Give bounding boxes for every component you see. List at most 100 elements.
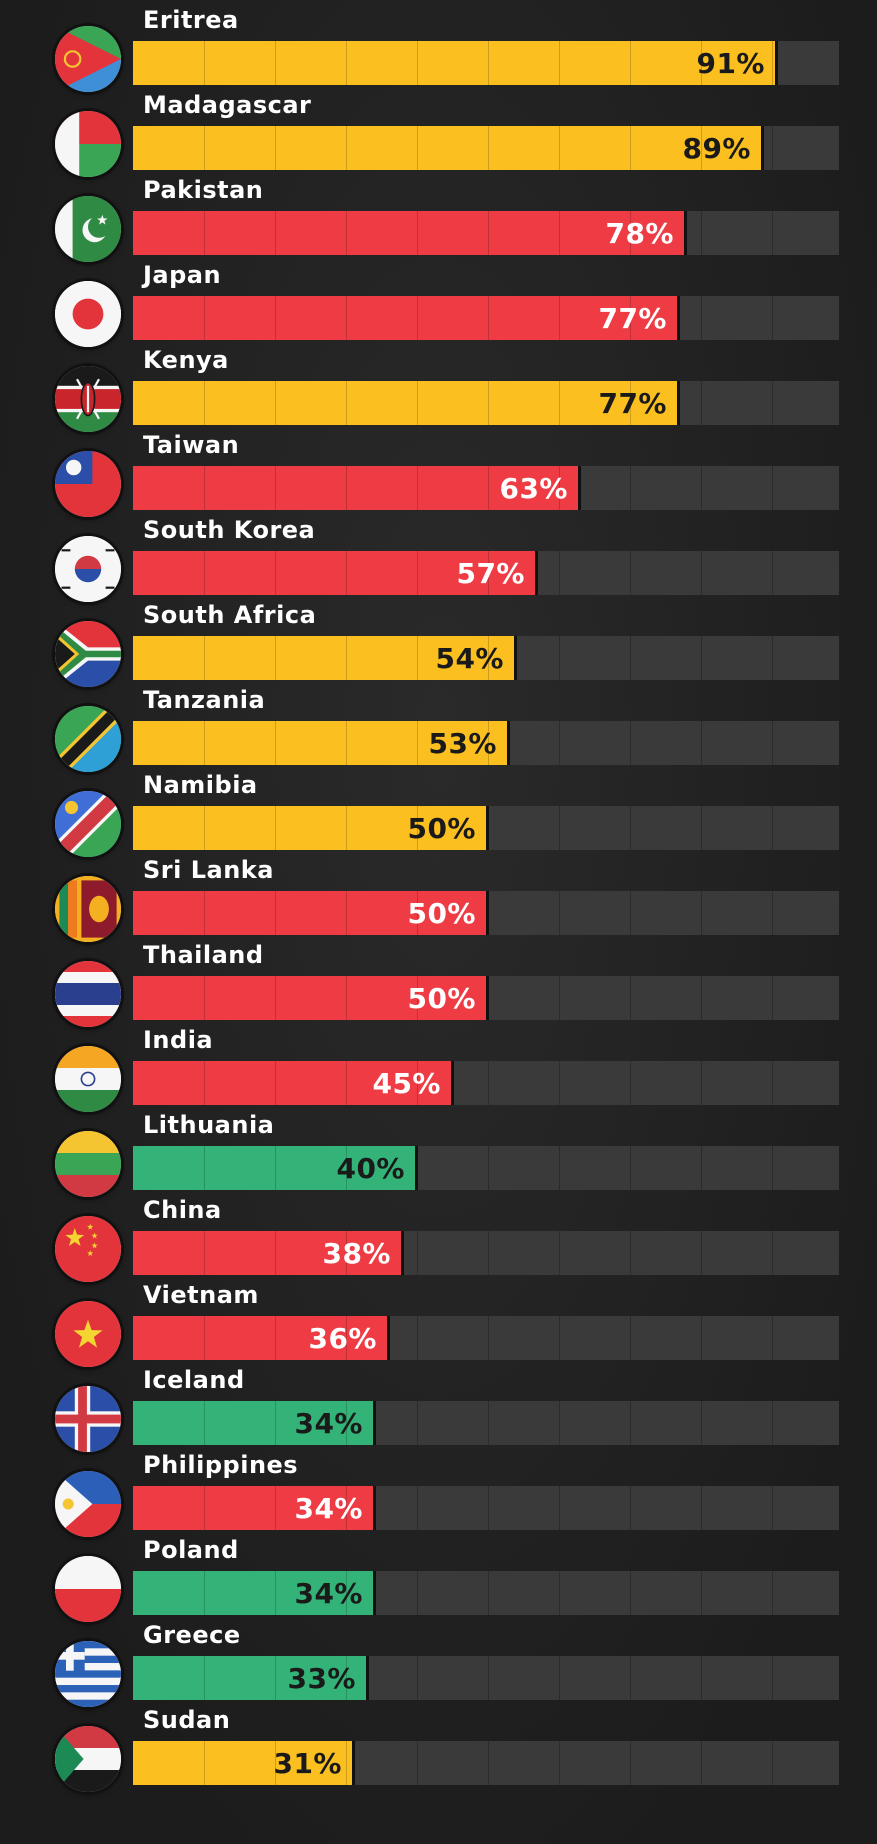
gridline <box>559 1231 560 1275</box>
bar: 77% <box>133 381 677 425</box>
gridline <box>701 1061 702 1105</box>
gridline <box>630 1061 631 1105</box>
bar-track: 50% <box>133 891 839 935</box>
gridline <box>346 1486 347 1530</box>
gridline <box>275 381 276 425</box>
bar-row: Philippines 34% <box>0 1445 877 1537</box>
bar: 34% <box>133 1486 373 1530</box>
bar-track: 77% <box>133 296 839 340</box>
japan-flag-icon <box>55 281 121 347</box>
category-label: South Africa <box>143 601 317 629</box>
gridline <box>275 296 276 340</box>
gridline <box>630 891 631 935</box>
gridline <box>204 1401 205 1445</box>
gridline <box>559 891 560 935</box>
gridline <box>417 296 418 340</box>
bar: 57% <box>133 551 535 595</box>
gridline <box>204 891 205 935</box>
sudan-flag-icon <box>55 1726 121 1792</box>
gridline <box>417 381 418 425</box>
pakistan-flag-icon <box>55 196 121 262</box>
category-label: Namibia <box>143 771 258 799</box>
gridline <box>417 551 418 595</box>
gridline <box>772 296 773 340</box>
bar: 50% <box>133 891 486 935</box>
category-label: Thailand <box>143 941 264 969</box>
category-label: Lithuania <box>143 1111 275 1139</box>
south-africa-flag-icon <box>55 621 121 687</box>
bar-track: 40% <box>133 1146 839 1190</box>
gridline <box>346 1146 347 1190</box>
gridline <box>204 976 205 1020</box>
gridline <box>772 1231 773 1275</box>
gridline <box>772 211 773 255</box>
bar-row: Greece 33% <box>0 1615 877 1707</box>
bar-row: Pakistan 78% <box>0 170 877 262</box>
gridline <box>701 1656 702 1700</box>
gridline <box>701 1741 702 1785</box>
bar: 63% <box>133 466 578 510</box>
gridline <box>559 1316 560 1360</box>
category-label: Sri Lanka <box>143 856 274 884</box>
category-label: Poland <box>143 1536 239 1564</box>
gridline <box>630 1486 631 1530</box>
gridline <box>701 721 702 765</box>
bar-row: South Korea 57% <box>0 510 877 602</box>
bar-row: Sri Lanka 50% <box>0 850 877 942</box>
bar: 89% <box>133 126 761 170</box>
bar-row: China 38% <box>0 1190 877 1282</box>
gridline <box>204 1486 205 1530</box>
gridline <box>701 891 702 935</box>
bar-track: 63% <box>133 466 839 510</box>
gridline <box>275 636 276 680</box>
gridline <box>417 1061 418 1105</box>
gridline <box>630 1146 631 1190</box>
gridline <box>346 296 347 340</box>
gridline <box>346 1656 347 1700</box>
gridline <box>701 466 702 510</box>
gridline <box>346 211 347 255</box>
gridline <box>559 381 560 425</box>
gridline <box>204 1231 205 1275</box>
gridline <box>488 636 489 680</box>
gridline <box>701 1146 702 1190</box>
bar-row: Sudan 31% <box>0 1700 877 1792</box>
gridline <box>275 1231 276 1275</box>
gridline <box>488 976 489 1020</box>
gridline <box>488 211 489 255</box>
gridline <box>275 1656 276 1700</box>
gridline <box>204 126 205 170</box>
gridline <box>346 1401 347 1445</box>
bar-row: Kenya 77% <box>0 340 877 432</box>
bar-row: Namibia 50% <box>0 765 877 857</box>
category-label: Eritrea <box>143 6 239 34</box>
thailand-flag-icon <box>55 961 121 1027</box>
gridline <box>559 721 560 765</box>
gridline <box>488 1741 489 1785</box>
bar: 54% <box>133 636 514 680</box>
gridline <box>559 636 560 680</box>
bar: 78% <box>133 211 684 255</box>
gridline <box>559 1401 560 1445</box>
gridline <box>346 721 347 765</box>
bar-track: 34% <box>133 1401 839 1445</box>
category-label: India <box>143 1026 214 1054</box>
bar-row: Lithuania 40% <box>0 1105 877 1197</box>
gridline <box>417 721 418 765</box>
china-flag-icon <box>55 1216 121 1282</box>
kenya-flag-icon <box>55 366 121 432</box>
bar-track: 50% <box>133 976 839 1020</box>
gridline <box>346 636 347 680</box>
gridline <box>559 976 560 1020</box>
bar-track: 34% <box>133 1571 839 1615</box>
category-label: Madagascar <box>143 91 312 119</box>
gridline <box>559 1061 560 1105</box>
gridline <box>630 211 631 255</box>
gridline <box>488 296 489 340</box>
gridline <box>417 1656 418 1700</box>
gridline <box>204 721 205 765</box>
category-label: Tanzania <box>143 686 266 714</box>
category-label: Taiwan <box>143 431 240 459</box>
gridline <box>488 1061 489 1105</box>
bar-row: South Africa 54% <box>0 595 877 687</box>
